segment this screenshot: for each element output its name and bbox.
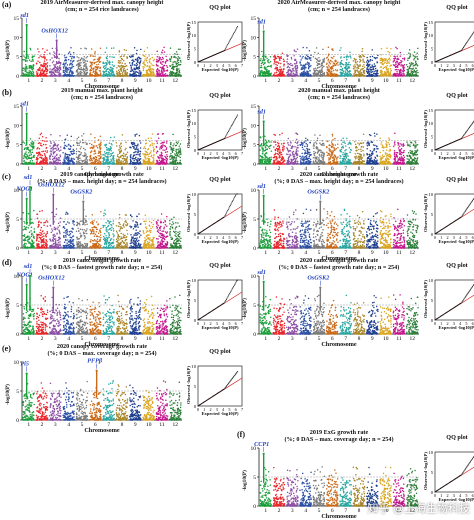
figure: 051015123456789101112sd1OsHOX122019 AirM… <box>0 0 474 518</box>
